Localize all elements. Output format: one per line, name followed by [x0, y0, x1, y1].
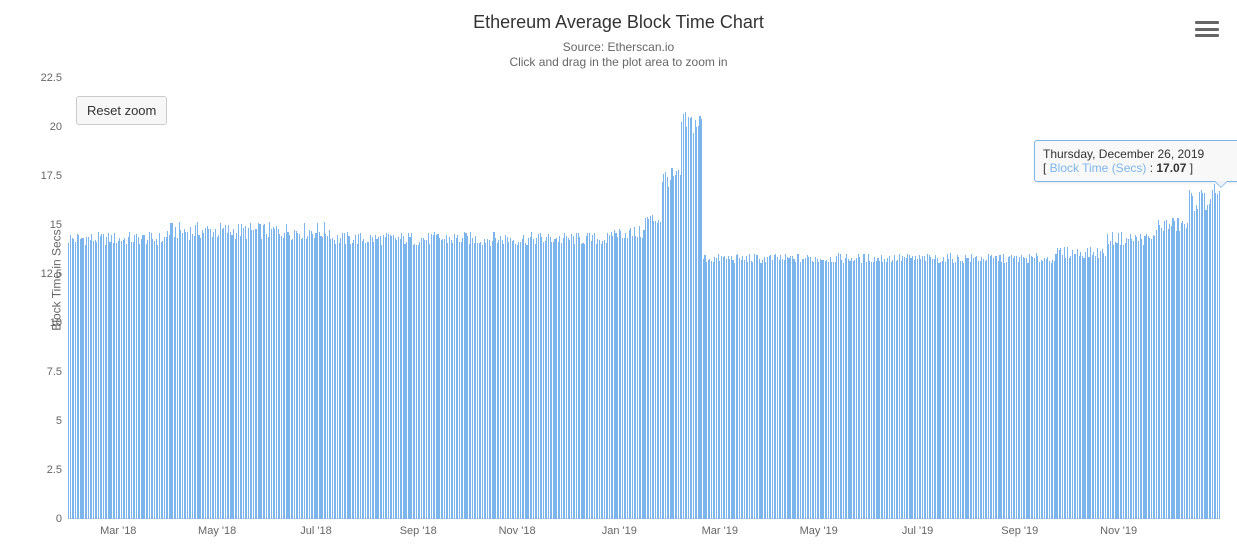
x-tick-label: Jul '18 — [300, 519, 331, 537]
tooltip: Thursday, December 26, 2019 [ Block Time… — [1034, 140, 1237, 182]
y-tick-label: 5 — [56, 415, 68, 427]
y-tick-label: 7.5 — [47, 366, 68, 378]
x-tick-label: Sep '19 — [1001, 519, 1038, 537]
x-tick-label: Mar '19 — [702, 519, 738, 537]
hamburger-menu-icon[interactable] — [1195, 18, 1219, 40]
x-tick-label: Jul '19 — [902, 519, 933, 537]
chart-subtitle: Source: Etherscan.io — [0, 40, 1237, 54]
x-tick-label: Nov '18 — [499, 519, 536, 537]
y-tick-label: 10 — [50, 317, 68, 329]
tooltip-bracket-close: ] — [1190, 161, 1193, 175]
y-tick-label: 22.5 — [41, 72, 68, 84]
x-tick-label: Sep '18 — [400, 519, 437, 537]
chart-title: Ethereum Average Block Time Chart — [0, 12, 1237, 33]
x-tick-label: Jan '19 — [602, 519, 637, 537]
x-tick-label: May '18 — [198, 519, 236, 537]
y-tick-label: 12.5 — [41, 268, 68, 280]
tooltip-value: 17.07 — [1156, 161, 1186, 175]
x-tick-label: Nov '19 — [1100, 519, 1137, 537]
tooltip-bracket-open: [ — [1043, 161, 1050, 175]
tooltip-date: Thursday, December 26, 2019 — [1043, 147, 1204, 161]
chart-container: Ethereum Average Block Time Chart Source… — [0, 0, 1237, 559]
y-tick-label: 2.5 — [47, 464, 68, 476]
y-tick-label: 17.5 — [41, 170, 68, 182]
x-tick-label: Mar '18 — [100, 519, 136, 537]
tooltip-series-label: Block Time (Secs) — [1050, 161, 1147, 175]
y-tick-label: 20 — [50, 121, 68, 133]
y-tick-label: 0 — [56, 513, 68, 525]
y-tick-label: 15 — [50, 219, 68, 231]
x-tick-label: May '19 — [800, 519, 838, 537]
chart-subtitle-2: Click and drag in the plot area to zoom … — [0, 55, 1237, 69]
bar[interactable] — [1219, 191, 1220, 519]
